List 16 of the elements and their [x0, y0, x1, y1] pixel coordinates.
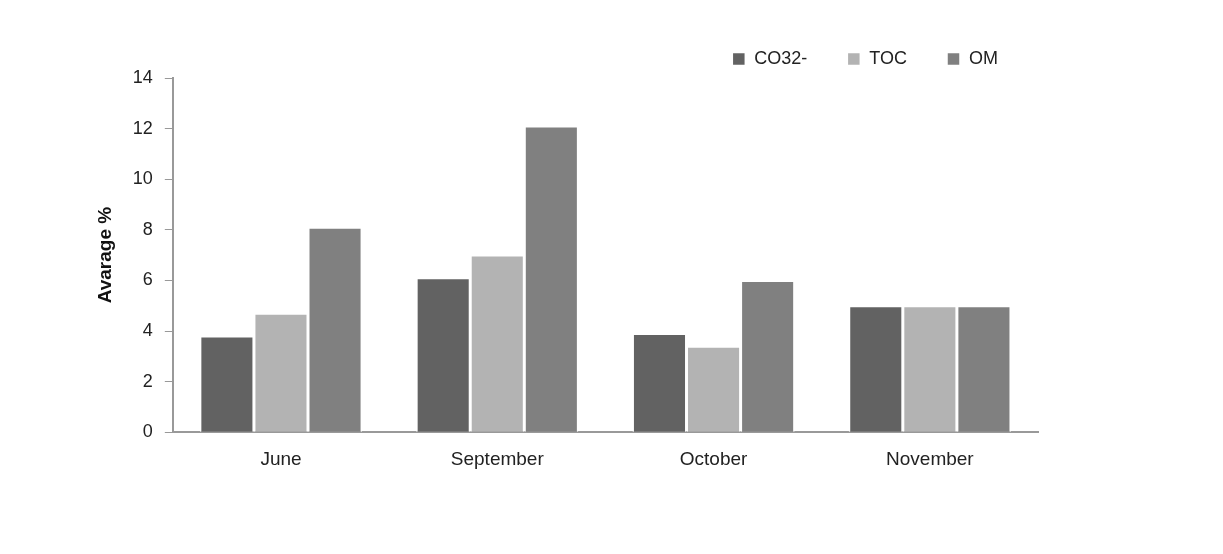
- legend-label: CO32-: [754, 47, 808, 68]
- y-axis-title: Avarage %: [93, 206, 115, 304]
- x-tick-label: November: [886, 447, 975, 469]
- y-tick-label: 6: [142, 269, 153, 290]
- y-tick-label: 2: [142, 370, 153, 391]
- x-tick-label: October: [679, 447, 749, 469]
- legend-label: TOC: [869, 47, 908, 68]
- y-tick-label: 14: [132, 66, 153, 87]
- y-tick-label: 0: [142, 421, 153, 442]
- x-tick-label: June: [260, 447, 302, 469]
- y-tick-label: 10: [132, 168, 153, 189]
- y-tick-label: 12: [132, 117, 153, 138]
- x-tick-label: September: [450, 447, 545, 469]
- legend-label: OM: [969, 47, 998, 68]
- y-tick-label: 4: [142, 319, 153, 340]
- y-tick-label: 8: [142, 218, 153, 239]
